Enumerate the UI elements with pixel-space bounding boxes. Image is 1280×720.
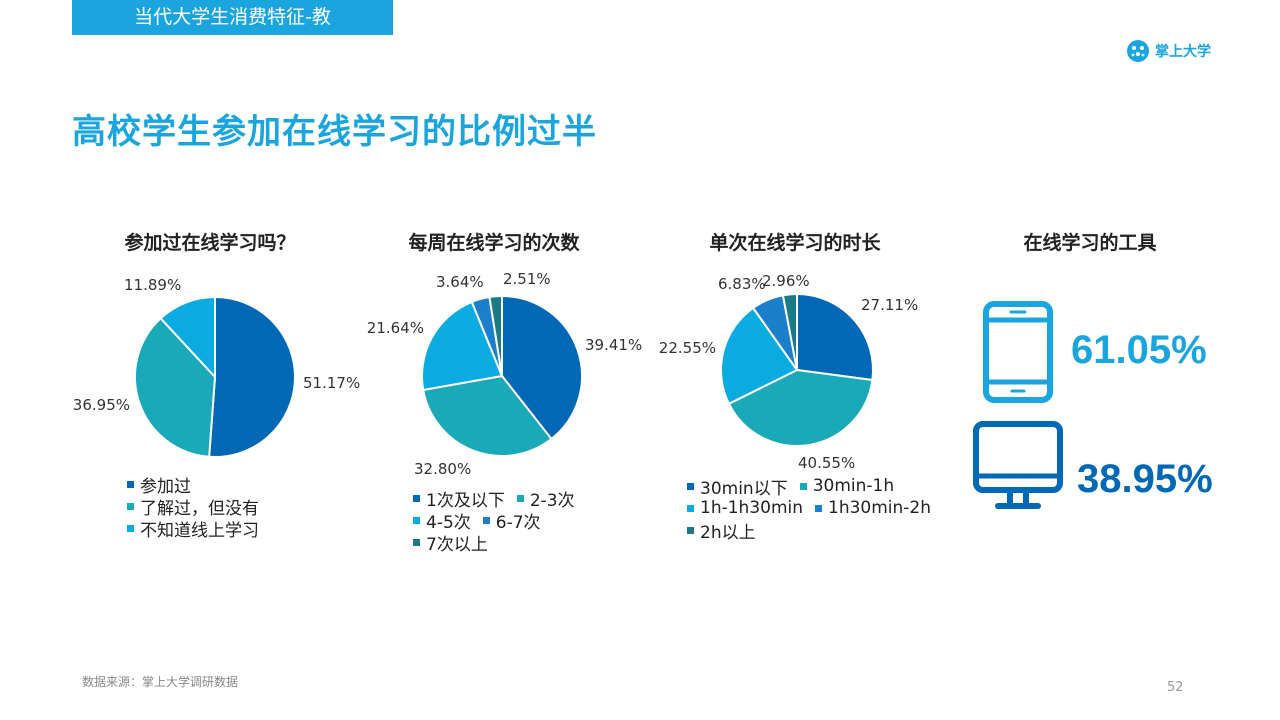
pie-1-data-label-2: 36.95% bbox=[73, 396, 130, 414]
legend-item-1-1: 参加过 bbox=[127, 472, 191, 497]
pie-3-data-label-2: 40.55% bbox=[798, 454, 855, 472]
legend-swatch bbox=[413, 494, 420, 502]
legend-swatch bbox=[516, 494, 524, 502]
monitor-icon bbox=[973, 421, 1063, 509]
legend-item-1-2: 了解过，但没有 bbox=[127, 494, 259, 519]
legend-label: 了解过，但没有 bbox=[140, 498, 259, 519]
chart-title-1: 参加过在线学习吗？ bbox=[124, 232, 296, 254]
legend-item-2-2: 2-3次 bbox=[516, 486, 575, 511]
legend-swatch bbox=[815, 504, 823, 512]
page-title: 高校学生参加在线学习的比例过半 bbox=[72, 112, 597, 152]
data-source-note: 数据来源：掌上大学调研数据 bbox=[82, 675, 239, 689]
legend-label: 1次及以下 bbox=[426, 490, 505, 511]
legend-label: 1h-1h30min bbox=[700, 498, 804, 518]
section-tab: 当代大学生消费特征-教 bbox=[72, 0, 393, 35]
pie-3-slice-3 bbox=[720, 306, 799, 406]
legend-label: 7次以上 bbox=[426, 534, 488, 555]
chart-title-2: 每周在线学习的次数 bbox=[408, 232, 580, 254]
tablet-share-value: 61.05% bbox=[1071, 328, 1207, 372]
legend-swatch bbox=[413, 516, 420, 524]
legend-label: 30min以下 bbox=[700, 478, 788, 499]
legend-item-1-3: 不知道线上学习 bbox=[127, 516, 259, 541]
legend-label: 2-3次 bbox=[529, 490, 575, 511]
pie-2-slice-5 bbox=[488, 294, 503, 377]
chart-title-3: 单次在线学习的时长 bbox=[709, 232, 881, 254]
chart-title-4: 在线学习的工具 bbox=[1023, 232, 1157, 254]
pie-2-slice-2 bbox=[422, 374, 553, 457]
legend-chart-3: 30min以下 30min-1h 1h-1h30min 1h30min-2h 2h以上 bbox=[687, 474, 943, 543]
legend-label: 1h30min-2h bbox=[828, 498, 932, 518]
pie-2-data-label-5: 2.51% bbox=[503, 270, 551, 288]
monitor-share-value: 38.95% bbox=[1077, 457, 1213, 501]
legend-item-2-3: 4-5次 bbox=[413, 508, 471, 533]
pie-3-data-label-3: 22.55% bbox=[659, 339, 716, 357]
pie-1-data-label-1: 51.17% bbox=[303, 374, 360, 392]
legend-item-2-4: 6-7次 bbox=[482, 508, 541, 533]
pie-3-slice-2 bbox=[727, 368, 874, 447]
pie-2-slice-3 bbox=[421, 300, 504, 392]
pie-1-slice-3 bbox=[159, 295, 216, 380]
legend-swatch bbox=[127, 502, 134, 510]
legend-label: 2h以上 bbox=[700, 522, 756, 543]
legend-swatch bbox=[127, 524, 134, 532]
brand-name: 掌上大学 bbox=[1155, 44, 1211, 60]
page-number: 52 bbox=[1167, 680, 1184, 695]
pie-2-data-label-1: 39.41% bbox=[585, 336, 642, 354]
pie-2-slice-1 bbox=[501, 294, 583, 441]
legend-item-3-5: 2h以上 bbox=[687, 518, 756, 543]
legend-item-3-4: 1h30min-2h bbox=[815, 498, 931, 518]
pie-2-data-label-4: 3.64% bbox=[436, 273, 484, 291]
legend-chart-2: 1次及以下 2-3次 4-5次 6-7次 7次以上 bbox=[413, 486, 587, 555]
pie-2-data-label-3: 21.64% bbox=[367, 319, 424, 337]
legend-swatch bbox=[799, 482, 807, 490]
tablet-icon bbox=[983, 301, 1053, 403]
pie-3-slice-1 bbox=[796, 292, 874, 382]
legend-swatch bbox=[687, 504, 694, 512]
legend-item-2-1: 1次及以下 bbox=[413, 486, 505, 511]
pie-3-slice-5 bbox=[781, 292, 798, 371]
pie-1-data-label-3: 11.89% bbox=[124, 276, 181, 294]
legend-item-3-2: 30min-1h bbox=[799, 476, 895, 496]
legend-label: 6-7次 bbox=[495, 512, 541, 533]
legend-label: 30min-1h bbox=[812, 476, 895, 496]
pie-3-data-label-4: 6.83% bbox=[718, 275, 766, 293]
legend-swatch bbox=[687, 482, 694, 490]
pie-3-data-label-5: 2.96% bbox=[762, 272, 810, 290]
brand-logo: 掌上大学 bbox=[1126, 39, 1211, 63]
legend-chart-1: 参加过 了解过，但没有 不知道线上学习 bbox=[127, 472, 271, 541]
legend-label: 不知道线上学习 bbox=[140, 520, 259, 541]
legend-item-3-1: 30min以下 bbox=[687, 474, 788, 499]
legend-swatch bbox=[687, 526, 694, 534]
pie-2-data-label-2: 32.80% bbox=[414, 460, 471, 478]
legend-swatch bbox=[413, 538, 420, 546]
legend-label: 参加过 bbox=[140, 476, 191, 497]
pie-1-slice-2 bbox=[134, 316, 217, 458]
legend-swatch bbox=[482, 516, 490, 524]
legend-item-2-5: 7次以上 bbox=[413, 530, 488, 555]
legend-label: 4-5次 bbox=[426, 512, 471, 533]
brand-logo-icon bbox=[1127, 40, 1149, 62]
legend-item-3-3: 1h-1h30min bbox=[687, 498, 803, 518]
pie-1-slice-1 bbox=[208, 295, 296, 458]
pie-3-data-label-1: 27.11% bbox=[861, 296, 918, 314]
legend-swatch bbox=[127, 480, 134, 488]
